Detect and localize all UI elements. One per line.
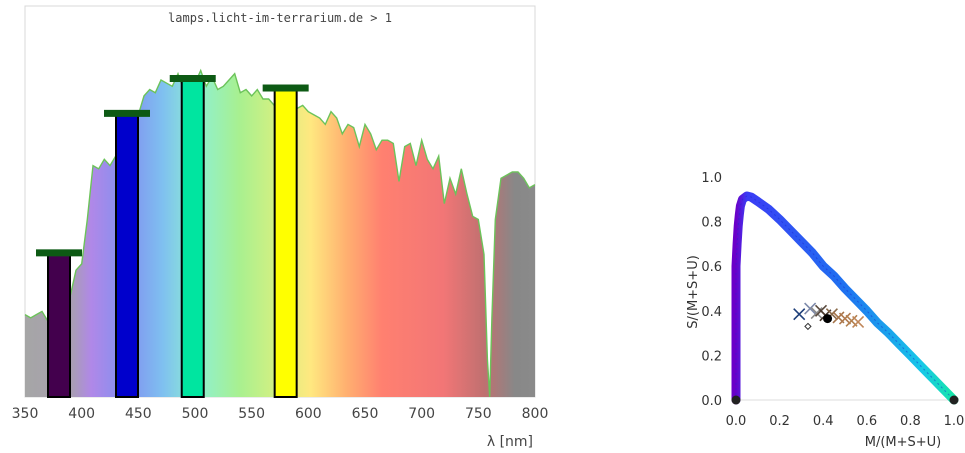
spectral-locus <box>731 191 959 405</box>
receptor-bar-cap-0 <box>36 249 82 257</box>
chromaticity-y-ticks: 0.0 0.2 0.4 0.6 0.8 1.0 <box>701 171 722 409</box>
spectrum-x-tick: 750 <box>465 406 492 422</box>
spectrum-x-tick: 700 <box>408 406 435 422</box>
spectrum-x-axis-label: λ [nm] <box>487 434 533 450</box>
spectrum-x-tick: 350 <box>12 406 39 422</box>
chromaticity-y-tick: 1.0 <box>701 171 722 186</box>
spectrum-x-tick: 800 <box>522 406 549 422</box>
spectrum-x-ticks: 350 400 450 500 550 600 650 700 750 800 <box>12 406 549 422</box>
receptor-bar-3 <box>273 88 298 398</box>
chromaticity-x-axis-label: M/(M+S+U) <box>865 435 942 450</box>
chromaticity-x-tick: 0.8 <box>900 414 921 429</box>
chromaticity-y-tick: 0.2 <box>701 349 722 364</box>
chromaticity-chart: 0.0 0.2 0.4 0.6 0.8 1.0 0.0 0.2 0.4 0.6 0.8 1.0 S/… <box>686 171 964 450</box>
marker-circle-11 <box>823 314 833 324</box>
spectrum-chart: lamps.licht-im-terrarium.de > 1 350 400 45… <box>12 5 549 450</box>
chromaticity-x-ticks: 0.0 0.2 0.4 0.6 0.8 1.0 <box>726 414 965 429</box>
receptor-bar-1 <box>115 113 139 399</box>
spectrum-x-tick: 450 <box>125 406 152 422</box>
receptor-bar-cap-2 <box>169 75 216 82</box>
marker-diamond-10 <box>804 322 812 331</box>
spectrum-x-tick: 550 <box>238 406 265 422</box>
chromaticity-y-tick: 0.6 <box>701 260 722 275</box>
chromaticity-y-tick: 0.0 <box>701 394 722 409</box>
receptor-bar-2 <box>180 79 205 398</box>
marker-cross-9 <box>852 315 865 329</box>
marker-cross-7 <box>838 312 852 325</box>
marker-cross-1 <box>804 302 817 315</box>
chromaticity-x-tick: 1.0 <box>944 414 965 429</box>
spectrum-x-tick: 650 <box>352 406 379 422</box>
chromaticity-y-tick: 0.8 <box>701 216 722 231</box>
marker-circle-12 <box>731 395 741 405</box>
marker-cross-0 <box>793 308 806 321</box>
chromaticity-x-tick: 0.4 <box>813 414 834 429</box>
receptor-bars <box>36 75 309 399</box>
chromaticity-y-axis-label: S/(M+S+U) <box>686 255 701 329</box>
spectrum-x-tick: 400 <box>68 406 95 422</box>
receptor-bar-cap-3 <box>262 84 309 92</box>
spectrum-x-tick: 600 <box>295 406 322 422</box>
marker-circle-13 <box>949 395 959 405</box>
chromaticity-x-tick: 0.6 <box>856 414 877 429</box>
chromaticity-x-tick: 0.2 <box>769 414 790 429</box>
spectrum-x-tick: 500 <box>182 406 209 422</box>
receptor-bar-cap-1 <box>104 109 150 117</box>
chromaticity-y-tick: 0.4 <box>701 305 722 320</box>
spectrum-title: lamps.licht-im-terrarium.de > 1 <box>168 11 392 25</box>
spectral-locus-dots <box>735 195 955 401</box>
receptor-bar-0 <box>47 253 71 398</box>
chromaticity-x-tick: 0.0 <box>726 414 747 429</box>
chromaticity-markers <box>731 302 959 405</box>
